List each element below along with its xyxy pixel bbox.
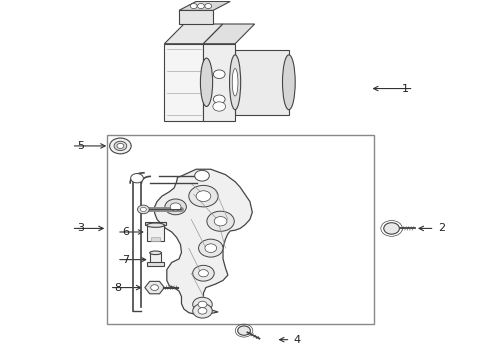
Ellipse shape: [147, 223, 164, 227]
Text: 6: 6: [122, 227, 129, 237]
Circle shape: [205, 244, 217, 252]
Circle shape: [207, 211, 234, 231]
Circle shape: [198, 308, 207, 314]
Circle shape: [384, 223, 399, 234]
Circle shape: [141, 207, 147, 212]
Circle shape: [214, 217, 227, 226]
Polygon shape: [179, 1, 230, 10]
Circle shape: [151, 285, 159, 291]
Circle shape: [213, 70, 225, 78]
Circle shape: [198, 239, 223, 257]
Circle shape: [165, 199, 186, 215]
Bar: [147, 225, 164, 241]
Bar: [203, 44, 235, 121]
Text: 4: 4: [294, 335, 301, 345]
Circle shape: [213, 102, 225, 111]
Polygon shape: [164, 24, 223, 44]
Text: 2: 2: [438, 224, 445, 233]
Circle shape: [195, 170, 209, 181]
Bar: [179, 10, 213, 24]
Bar: [150, 253, 161, 264]
Ellipse shape: [232, 68, 238, 96]
Circle shape: [117, 143, 124, 148]
Circle shape: [198, 270, 208, 277]
Circle shape: [198, 301, 207, 308]
Circle shape: [196, 191, 211, 202]
Ellipse shape: [229, 55, 241, 110]
Text: 3: 3: [77, 224, 84, 233]
Bar: [147, 262, 164, 266]
Bar: [235, 50, 289, 115]
Circle shape: [170, 203, 181, 211]
Polygon shape: [203, 24, 255, 44]
Text: 5: 5: [77, 141, 84, 151]
Bar: [151, 237, 160, 241]
Bar: [107, 135, 373, 324]
Ellipse shape: [150, 251, 161, 255]
Text: 1: 1: [401, 84, 408, 94]
Circle shape: [189, 185, 218, 207]
Bar: [164, 44, 203, 121]
Bar: [145, 222, 166, 225]
Circle shape: [131, 174, 144, 183]
Circle shape: [197, 4, 204, 9]
Circle shape: [205, 4, 212, 9]
Circle shape: [193, 304, 212, 318]
Text: 7: 7: [122, 255, 129, 265]
Circle shape: [114, 141, 127, 150]
Circle shape: [110, 138, 131, 154]
Polygon shape: [155, 169, 252, 315]
Ellipse shape: [283, 55, 295, 110]
Circle shape: [193, 297, 212, 312]
Circle shape: [213, 95, 225, 104]
Circle shape: [193, 265, 214, 281]
Circle shape: [138, 205, 149, 214]
Circle shape: [238, 326, 250, 335]
Circle shape: [190, 4, 197, 9]
Text: 8: 8: [115, 283, 122, 293]
Ellipse shape: [200, 58, 213, 107]
